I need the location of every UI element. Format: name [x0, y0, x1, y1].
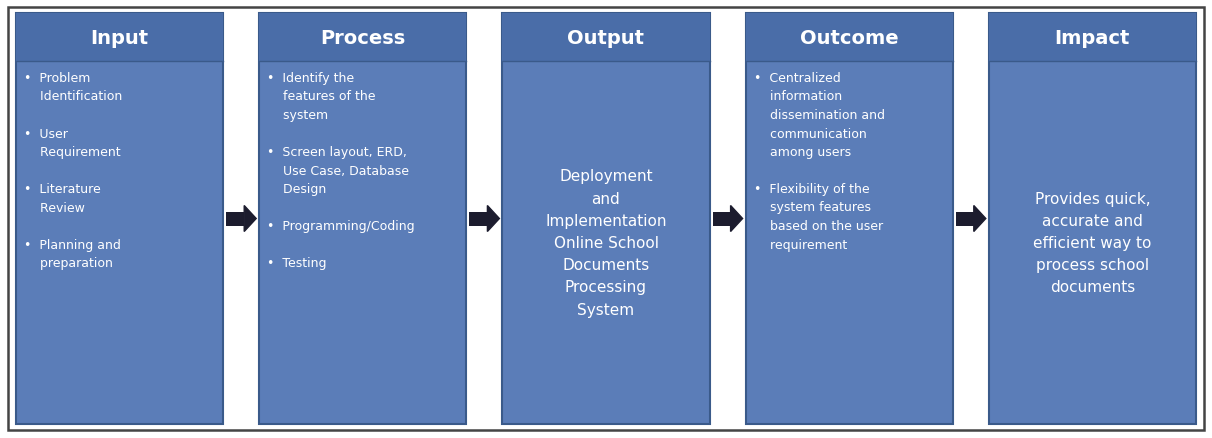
- Text: Impact: Impact: [1054, 28, 1130, 47]
- Text: •  Centralized
    information
    dissemination and
    communication
    among: • Centralized information dissemination …: [754, 72, 885, 251]
- Bar: [227, 212, 244, 226]
- Text: •  Identify the
    features of the
    system

•  Screen layout, ERD,
    Use C: • Identify the features of the system • …: [267, 72, 415, 269]
- Bar: [259, 14, 467, 62]
- Text: Output: Output: [567, 28, 645, 47]
- Text: Deployment
and
Implementation
Online School
Documents
Processing
System: Deployment and Implementation Online Sch…: [545, 169, 667, 317]
- Bar: [745, 14, 953, 62]
- Bar: [989, 14, 1196, 424]
- Bar: [956, 212, 973, 226]
- Bar: [16, 14, 223, 424]
- Text: Provides quick,
accurate and
efficient way to
process school
documents: Provides quick, accurate and efficient w…: [1033, 191, 1151, 295]
- Bar: [469, 212, 487, 226]
- Bar: [16, 14, 223, 62]
- Text: Outcome: Outcome: [800, 28, 898, 47]
- Bar: [989, 14, 1196, 62]
- Polygon shape: [973, 206, 985, 232]
- Text: •  Problem
    Identification

•  User
    Requirement

•  Literature
    Review: • Problem Identification • User Requirem…: [24, 72, 122, 269]
- Bar: [745, 14, 953, 424]
- Bar: [503, 14, 709, 62]
- Bar: [713, 212, 731, 226]
- Bar: [259, 14, 467, 424]
- Bar: [503, 14, 709, 424]
- Text: Input: Input: [91, 28, 149, 47]
- Polygon shape: [244, 206, 256, 232]
- Polygon shape: [731, 206, 743, 232]
- Text: Process: Process: [320, 28, 406, 47]
- Polygon shape: [487, 206, 499, 232]
